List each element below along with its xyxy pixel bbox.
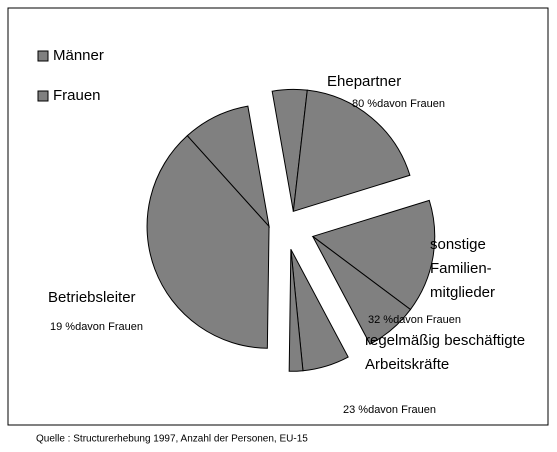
legend-swatch	[37, 90, 49, 102]
legend-label: Frauen	[53, 87, 101, 104]
category-label: Ehepartner	[327, 73, 401, 90]
pie-slice	[311, 199, 436, 311]
legend-swatch	[37, 50, 49, 62]
pie-slice	[312, 236, 412, 345]
pie-slice	[186, 105, 270, 228]
chart-frame	[7, 7, 549, 426]
category-note: 80 %davon Frauen	[352, 98, 445, 110]
category-label: mitglieder	[430, 284, 495, 301]
category-label: Betriebsleiter	[48, 289, 136, 306]
category-label: regelmäßig beschäftigte	[365, 332, 525, 349]
source-note: Quelle : Structurerhebung 1997, Anzahl d…	[36, 434, 308, 445]
legend-label: Männer	[53, 47, 104, 64]
category-note: 19 %davon Frauen	[50, 321, 143, 333]
category-note: 32 %davon Frauen	[368, 314, 461, 326]
category-label: sonstige	[430, 236, 486, 253]
pie-slice	[146, 134, 270, 349]
category-label: Arbeitskräfte	[365, 356, 449, 373]
pie-slice	[288, 249, 304, 372]
pie-slice	[292, 89, 411, 213]
category-label: Familien-	[430, 260, 492, 277]
category-note: 23 %davon Frauen	[343, 404, 436, 416]
